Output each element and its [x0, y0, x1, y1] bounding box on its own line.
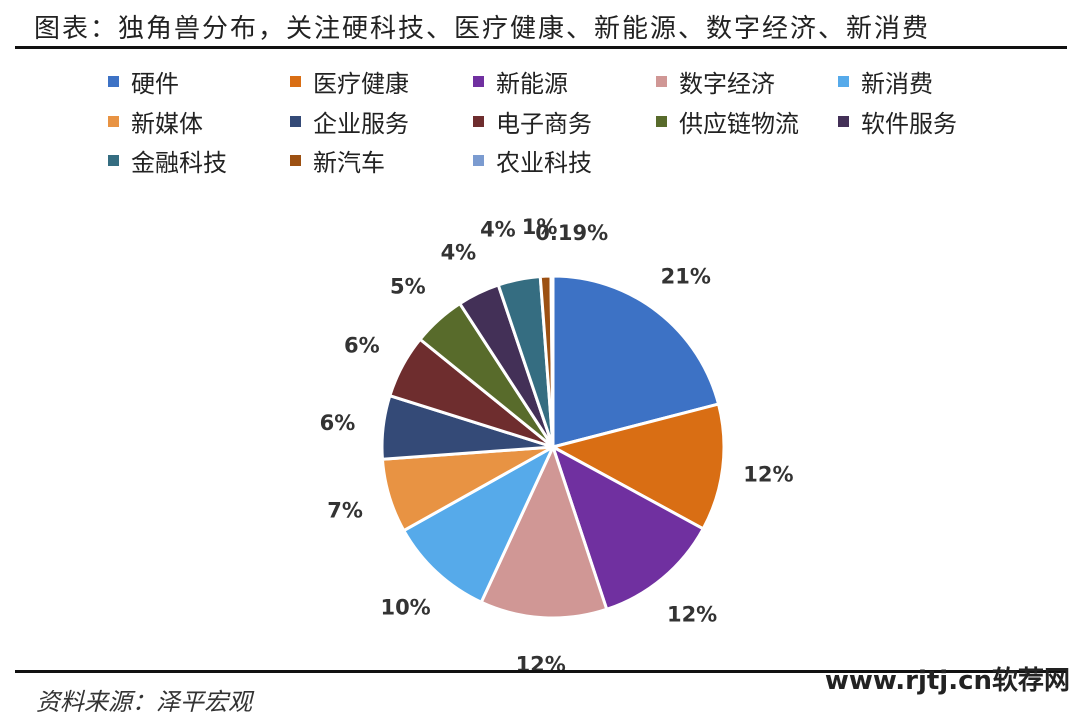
legend-label: 农业科技 [496, 149, 592, 177]
legend-item: 数字经济 [656, 64, 775, 99]
data-label: 21% [661, 264, 711, 288]
legend-swatch [838, 116, 849, 127]
legend-item: 新汽车 [290, 143, 385, 178]
legend-label: 新媒体 [131, 110, 203, 138]
legend-swatch [290, 76, 301, 87]
legend-item: 新能源 [473, 64, 568, 99]
legend-item: 新消费 [838, 64, 933, 99]
legend-label: 医疗健康 [313, 70, 409, 98]
pie-slice [551, 445, 705, 611]
legend-label: 数字经济 [679, 70, 775, 98]
legend-label: 企业服务 [313, 110, 409, 138]
legend-label: 新汽车 [313, 149, 385, 177]
pie-slice [479, 445, 609, 620]
legend-item: 金融科技 [108, 143, 227, 178]
legend-swatch [290, 116, 301, 127]
legend-item: 硬件 [108, 64, 179, 99]
legend-item: 企业服务 [290, 104, 409, 139]
legend-label: 软件服务 [861, 110, 957, 138]
legend-swatch [473, 155, 484, 166]
data-label: 7% [327, 498, 363, 522]
legend-label: 供应链物流 [679, 110, 799, 138]
legend-label: 电子商务 [496, 110, 592, 138]
legend-item: 农业科技 [473, 143, 592, 178]
data-label: 0.19% [535, 221, 608, 245]
pie-slice [402, 445, 555, 604]
data-label: 6% [344, 333, 380, 357]
source-note: 资料来源：泽平宏观 [36, 688, 252, 716]
data-label: 6% [320, 411, 356, 435]
data-label: 1% [522, 215, 558, 239]
bottom-rule [15, 670, 1067, 673]
watermark: www.rjtj.cn软荐网 [824, 666, 1070, 696]
legend-swatch [473, 76, 484, 87]
legend-item: 新媒体 [108, 104, 203, 139]
legend-item: 电子商务 [473, 104, 592, 139]
legend-swatch [473, 116, 484, 127]
legend-swatch [838, 76, 849, 87]
chart-title: 图表：独角兽分布，关注硬科技、医疗健康、新能源、数字经济、新消费 [34, 14, 931, 44]
data-label: 4% [441, 241, 477, 265]
legend-label: 硬件 [131, 70, 179, 98]
data-label: 4% [480, 217, 516, 241]
pie-slice [551, 274, 721, 449]
data-label: 12% [516, 653, 566, 677]
legend-swatch [108, 116, 119, 127]
pie-slice [549, 274, 555, 449]
legend-swatch [290, 155, 301, 166]
legend-swatch [656, 76, 667, 87]
legend-item: 软件服务 [838, 104, 957, 139]
legend-item: 供应链物流 [656, 104, 799, 139]
data-label: 12% [667, 603, 717, 627]
legend-swatch [656, 116, 667, 127]
legend-label: 金融科技 [131, 149, 227, 177]
pie-slice [551, 402, 726, 531]
legend-item: 医疗健康 [290, 64, 409, 99]
data-label: 5% [390, 275, 426, 299]
data-label: 10% [380, 595, 430, 619]
legend-swatch [108, 76, 119, 87]
legend-swatch [108, 155, 119, 166]
legend-label: 新能源 [496, 70, 568, 98]
top-rule [15, 46, 1067, 49]
legend-label: 新消费 [861, 70, 933, 98]
data-label: 12% [743, 463, 793, 487]
